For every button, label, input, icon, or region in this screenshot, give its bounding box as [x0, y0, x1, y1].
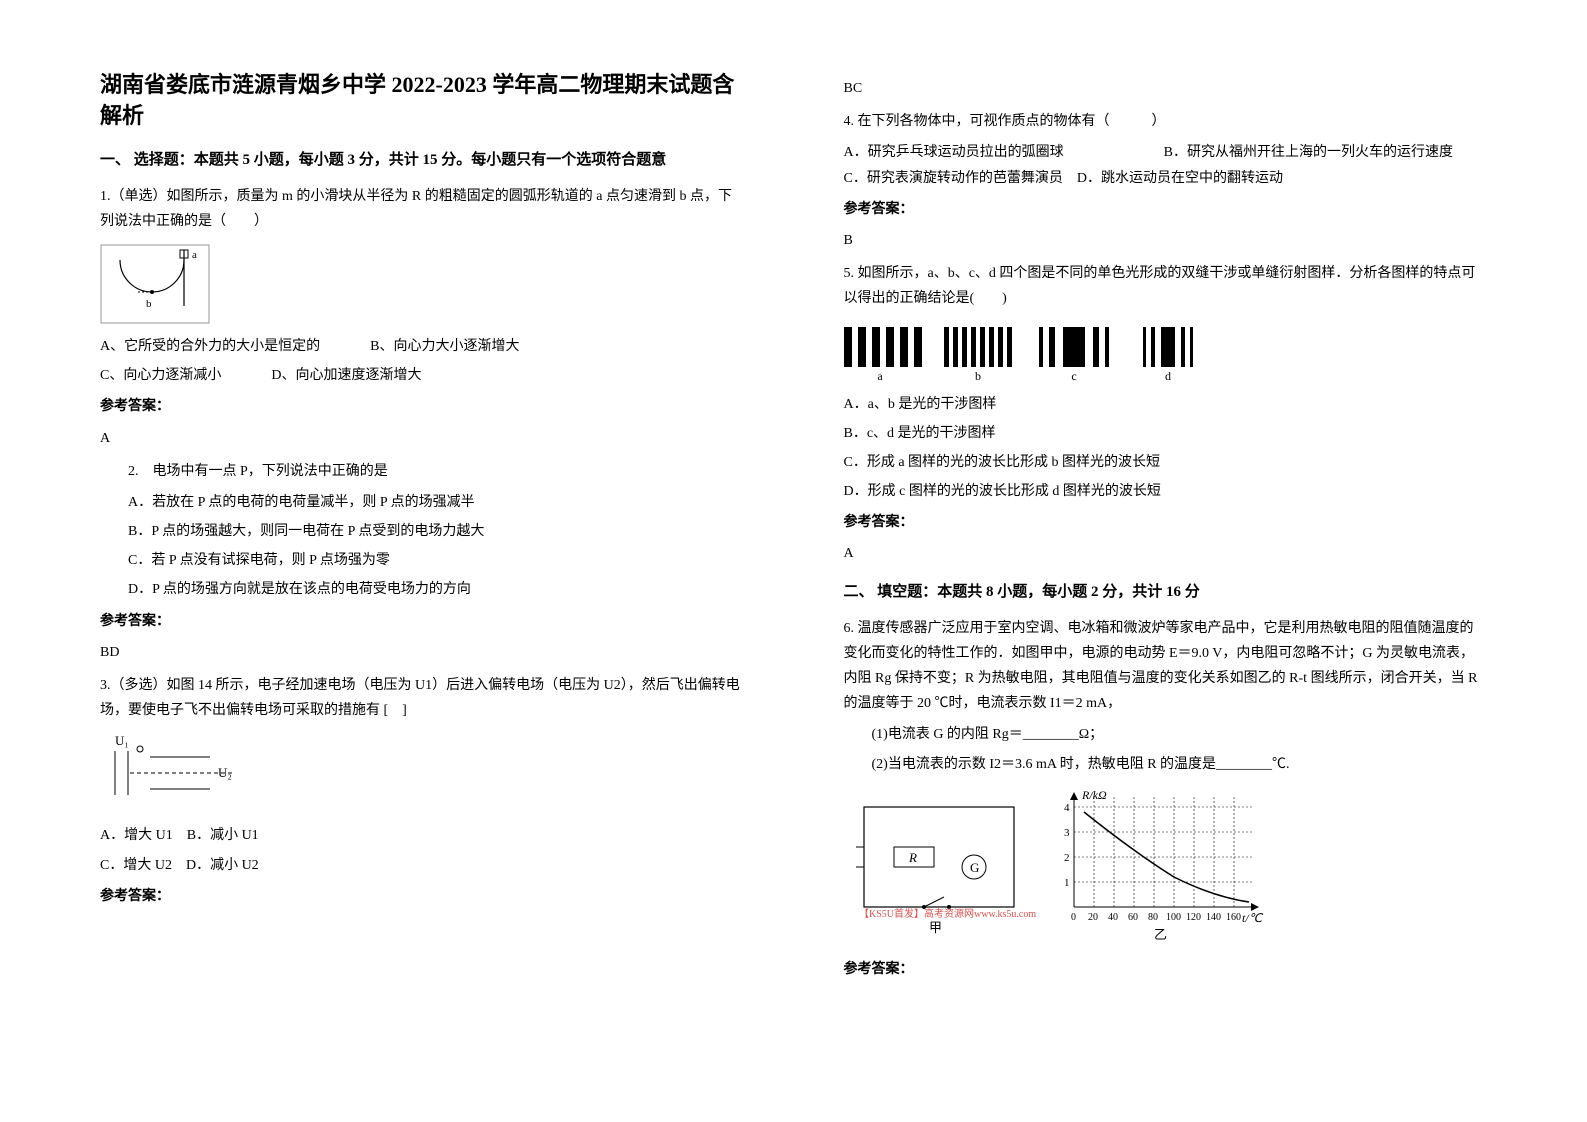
- q4-row1: A．研究乒乓球运动员拉出的弧圈球 B．研究从福州开往上海的一列火车的运行速度: [844, 140, 1488, 165]
- section-2-heading: 二、 填空题：本题共 8 小题，每小题 2 分，共计 16 分: [844, 579, 1488, 606]
- q1-optA: A、它所受的合外力的大小是恒定的: [100, 334, 320, 359]
- circuit-and-graph-icon: R G 甲 【KS5U首发】高考资源网www.ks5u.com: [844, 787, 1274, 947]
- q5-optD: D．形成 c 图样的光的波长比形成 d 图样光的波长短: [844, 479, 1488, 504]
- q6-sub1: (1)电流表 G 的内阻 Rg＝________Ω；: [844, 722, 1488, 747]
- q2-optA: A．若放在 P 点的电荷的电荷量减半，则 P 点的场强减半: [100, 490, 744, 515]
- q6-sub2: (2)当电流表的示数 I2＝3.6 mA 时，热敏电阻 R 的温度是______…: [844, 752, 1488, 777]
- svg-text:U₂: U₂: [218, 765, 232, 780]
- exam-title: 湖南省娄底市涟源青烟乡中学 2022-2023 学年高二物理期末试题含解析: [100, 70, 744, 132]
- q6-answer-label: 参考答案：: [844, 957, 1488, 982]
- q5-optA: A．a、b 是光的干涉图样: [844, 392, 1488, 417]
- q3-optD: D．减小 U2: [186, 858, 259, 873]
- q2-optD: D．P 点的场强方向就是放在该点的电荷受电场力的方向: [100, 577, 744, 602]
- q4-optD: D．跳水运动员在空中的翻转运动: [1077, 171, 1283, 186]
- svg-text:160: 160: [1226, 912, 1241, 923]
- q4-optB: B．研究从福州开往上海的一列火车的运行速度: [1164, 140, 1453, 165]
- q6-figure: R G 甲 【KS5U首发】高考资源网www.ks5u.com: [844, 787, 1488, 947]
- q3-answer-label: 参考答案：: [100, 884, 744, 909]
- q2-answer: BD: [100, 640, 744, 665]
- q1-answer: A: [100, 426, 744, 451]
- svg-text:60: 60: [1128, 912, 1138, 923]
- q1-optC: C、向心力逐渐减小: [100, 363, 221, 388]
- q3-figure: U₁ U₂: [100, 733, 744, 813]
- q6-stem: 6. 温度传感器广泛应用于室内空调、电冰箱和微波炉等家电产品中，它是利用热敏电阻…: [844, 616, 1488, 717]
- svg-text:R: R: [908, 850, 917, 865]
- q3-stem: 3.（多选）如图 14 所示，电子经加速电场（电压为 U1）后进入偏转电场（电压…: [100, 673, 744, 723]
- q5-answer: A: [844, 541, 1488, 566]
- q5-optB: B．c、d 是光的干涉图样: [844, 421, 1488, 446]
- q1-answer-label: 参考答案：: [100, 394, 744, 419]
- q4-row2: C．研究表演旋转动作的芭蕾舞演员 D．跳水运动员在空中的翻转运动: [844, 166, 1488, 191]
- svg-text:1: 1: [1064, 877, 1070, 889]
- svg-text:80: 80: [1148, 912, 1158, 923]
- svg-text:120: 120: [1186, 912, 1201, 923]
- q4-stem: 4. 在下列各物体中，可视作质点的物体有（ ）: [844, 109, 1488, 134]
- arc-track-icon: a b: [100, 244, 210, 324]
- q5-optC: C．形成 a 图样的光的波长比形成 b 图样光的波长短: [844, 450, 1488, 475]
- svg-text:3: 3: [1064, 827, 1070, 839]
- q3-optC: C．增大 U2: [100, 858, 172, 873]
- svg-text:a: a: [877, 369, 883, 382]
- q3-optB: B．减小 U1: [187, 828, 259, 843]
- svg-text:20: 20: [1088, 912, 1098, 923]
- svg-text:b: b: [975, 369, 981, 382]
- right-column: BC 4. 在下列各物体中，可视作质点的物体有（ ） A．研究乒乓球运动员拉出的…: [844, 70, 1488, 982]
- svg-text:d: d: [1165, 369, 1171, 382]
- q4-optA: A．研究乒乓球运动员拉出的弧圈球: [844, 140, 1064, 165]
- svg-text:G: G: [970, 860, 979, 875]
- q5-stem: 5. 如图所示，a、b、c、d 四个图是不同的单色光形成的双缝干涉或单缝衍射图样…: [844, 261, 1488, 311]
- q3-optAB: A．增大 U1 B．减小 U1: [100, 823, 744, 848]
- q4-answer: B: [844, 228, 1488, 253]
- svg-text:140: 140: [1206, 912, 1221, 923]
- caption-yi: 乙: [1154, 927, 1167, 942]
- svg-text:0: 0: [1071, 912, 1076, 923]
- svg-text:2: 2: [1064, 852, 1070, 864]
- svg-text:40: 40: [1108, 912, 1118, 923]
- q5-figure: a b: [844, 322, 1488, 382]
- q3-optA: A．增大 U1: [100, 828, 173, 843]
- svg-text:b: b: [146, 298, 152, 310]
- svg-text:4: 4: [1064, 802, 1070, 814]
- q1-optD: D、向心加速度逐渐增大: [271, 363, 421, 388]
- svg-text:100: 100: [1166, 912, 1181, 923]
- deflection-field-icon: U₁ U₂: [100, 733, 260, 813]
- q1-figure: a b: [100, 244, 744, 324]
- q1-stem: 1.（单选）如图所示，质量为 m 的小滑块从半径为 R 的粗糙固定的圆弧形轨道的…: [100, 184, 744, 234]
- q2-optC: C．若 P 点没有试探电荷，则 P 点场强为零: [100, 548, 744, 573]
- section-1-heading: 一、 选择题：本题共 5 小题，每小题 3 分，共计 15 分。每小题只有一个选…: [100, 147, 744, 174]
- q5-answer-label: 参考答案：: [844, 510, 1488, 535]
- q1-optB: B、向心力大小逐渐增大: [370, 334, 519, 359]
- q1-row1: A、它所受的合外力的大小是恒定的 B、向心力大小逐渐增大: [100, 334, 744, 359]
- fringe-patterns-icon: a b: [844, 322, 1224, 382]
- page-root: 湖南省娄底市涟源青烟乡中学 2022-2023 学年高二物理期末试题含解析 一、…: [0, 0, 1587, 1022]
- svg-text:c: c: [1071, 369, 1076, 382]
- watermark-text: 【KS5U首发】高考资源网www.ks5u.com: [859, 907, 1036, 920]
- left-column: 湖南省娄底市涟源青烟乡中学 2022-2023 学年高二物理期末试题含解析 一、…: [100, 70, 744, 982]
- svg-text:a: a: [192, 249, 197, 261]
- q2-stem: 2. 电场中有一点 P，下列说法中正确的是: [100, 459, 744, 484]
- q1-row2: C、向心力逐渐减小 D、向心加速度逐渐增大: [100, 363, 744, 388]
- svg-text:t/℃: t/℃: [1242, 911, 1264, 925]
- caption-jia: 甲: [929, 920, 942, 935]
- q2-answer-label: 参考答案：: [100, 609, 744, 634]
- q3-optCD: C．增大 U2 D．减小 U2: [100, 853, 744, 878]
- svg-text:R/kΩ: R/kΩ: [1081, 788, 1107, 802]
- q4-optC: C．研究表演旋转动作的芭蕾舞演员: [844, 171, 1063, 186]
- q4-answer-label: 参考答案：: [844, 197, 1488, 222]
- svg-text:U₁: U₁: [115, 733, 129, 748]
- q2-optB: B．P 点的场强越大，则同一电荷在 P 点受到的电场力越大: [100, 519, 744, 544]
- q3-answer: BC: [844, 76, 1488, 101]
